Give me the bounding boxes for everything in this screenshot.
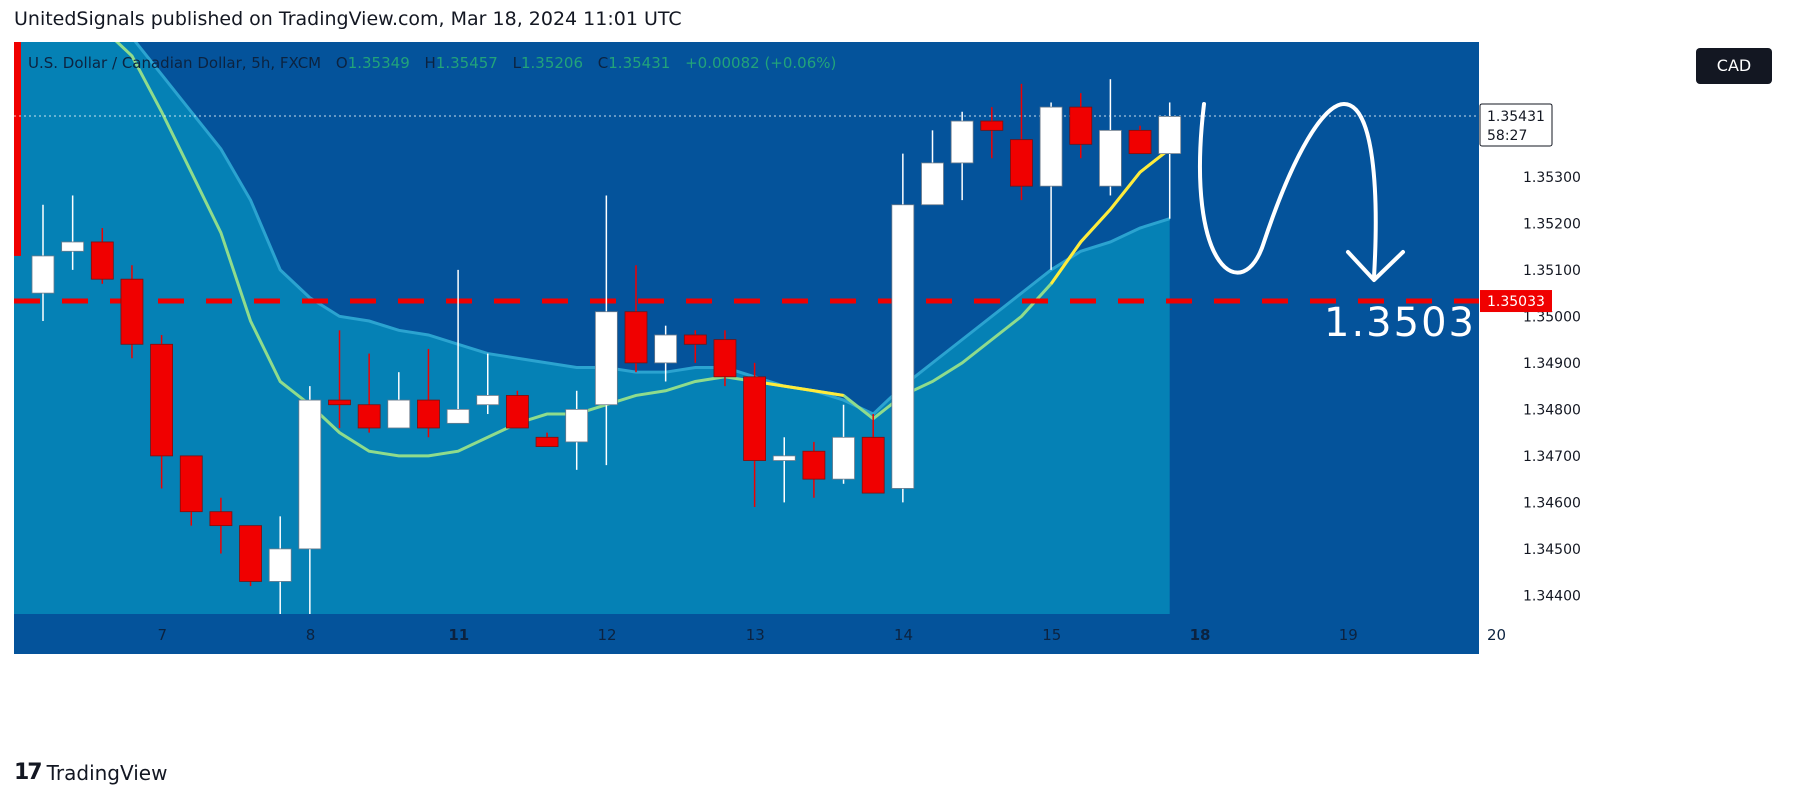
time-tick-label: 11 [448,626,469,644]
footer-brand[interactable]: 17 TradingView [14,760,167,785]
arrow-head [1346,250,1405,282]
time-tick-label: 15 [1042,626,1061,644]
publisher-line: UnitedSignals published on TradingView.c… [14,8,682,30]
level-price-label: 1.35033 [1487,294,1545,310]
tradingview-logo-icon: 17 [14,760,43,785]
candle-body [387,399,411,429]
level-layer [14,42,1479,304]
low-label: L [512,54,521,72]
ma-short-highlight-0 [754,379,844,397]
candle-body [683,334,707,345]
candle-body [1039,106,1063,187]
time-tick-label: 7 [158,626,168,644]
forecast-path [1198,101,1378,279]
candle-body [209,511,233,527]
candle-body [90,241,114,280]
price-tick-label: 1.35200 [1523,216,1581,232]
candle-body [1128,129,1152,155]
candle-body [861,436,885,494]
candle-body [298,399,322,550]
symbol-name: U.S. Dollar / Canadian Dollar, 5h, FXCM [28,54,322,72]
candle-body [61,241,85,252]
candle-body [446,408,470,424]
symbol-legend: U.S. Dollar / Canadian Dollar, 5h, FXCM … [28,54,836,72]
open-value: 1.35349 [347,54,410,72]
candle-body [950,120,974,164]
price-tick-label: 1.34600 [1523,495,1581,511]
open-label: O [335,54,348,72]
left-edge-marker [14,42,21,256]
candle-body [654,334,678,364]
candles-layer [31,79,1182,614]
candle-body [713,339,737,378]
chart-panel[interactable]: 1.35300 1.35200 1.35100 1.35000 1.34900 1.348… [14,42,1779,744]
price-tick-label: 1.35000 [1523,309,1581,325]
candle-body [832,436,855,480]
candle-body [179,455,203,513]
bottom-spacer [14,654,1779,744]
candle-body [624,311,648,364]
high-label: H [424,54,436,72]
price-tick-label: 1.34900 [1523,356,1581,372]
countdown-label: 58:27 [1487,128,1527,144]
candle-body [594,311,618,406]
candle-body [1010,139,1033,187]
time-tick-label: 13 [746,626,765,644]
candle-body [565,408,589,443]
ma-short-highlight-1 [1049,147,1171,285]
price-tick-label: 1.35100 [1523,263,1581,279]
level-annotation: 1.3503 [1324,300,1476,346]
candle-body [1158,116,1182,155]
time-tick-label: 20 [1487,626,1506,644]
price-axis-layer: 1.35300 1.35200 1.35100 1.35000 1.34900 1.348… [1479,42,1779,744]
price-tick-label: 1.35300 [1523,170,1581,186]
price-tick-label: 1.34400 [1523,588,1581,604]
price-tick-label: 1.34800 [1523,402,1581,418]
time-tick-label: 8 [306,626,316,644]
candle-body [921,162,944,206]
time-tick-label: 12 [598,626,617,644]
candle-body [357,404,381,429]
time-axis-layer: 7 8 11 12 13 14 15 18 19 20 [14,614,1779,744]
price-axis-bg [1479,42,1779,744]
candle-body [505,395,529,429]
current-price-label: 1.35431 [1487,109,1545,125]
low-value: 1.35206 [520,54,583,72]
candle-body [476,395,500,406]
candle-body [328,399,351,406]
drawing-layer: 1.3503 [1198,101,1476,346]
candle-body [1069,106,1093,145]
time-tick-label: 19 [1339,626,1358,644]
price-tick-label: 1.34500 [1523,542,1581,558]
candle-body [1099,129,1122,187]
brand-name: TradingView [46,760,168,785]
candle-body [239,525,262,582]
high-value: 1.35457 [435,54,498,72]
candle-body [150,343,174,457]
currency-button[interactable]: CAD [1696,48,1772,84]
candle-body [891,204,915,489]
close-label: C [597,54,609,72]
level-price-tag [1480,290,1552,313]
candle-body [743,376,766,461]
current-price-tag [1479,103,1553,147]
candlestick-chart[interactable]: 1.35300 1.35200 1.35100 1.35000 1.34900 1.348… [14,42,1779,744]
candle-body [772,455,796,461]
price-tick-label: 1.34700 [1523,449,1581,465]
candle-body [535,436,559,447]
candle-body [120,278,144,345]
candle-body [268,548,292,582]
candle-body [802,450,826,480]
candle-body [31,255,55,294]
time-tick-label: 18 [1190,626,1211,644]
candle-body [980,120,1004,131]
close-value: 1.35431 [608,54,671,72]
change-value: +0.00082 (+0.06%) [685,54,837,72]
time-tick-label: 14 [894,626,913,644]
candle-body [417,399,440,429]
